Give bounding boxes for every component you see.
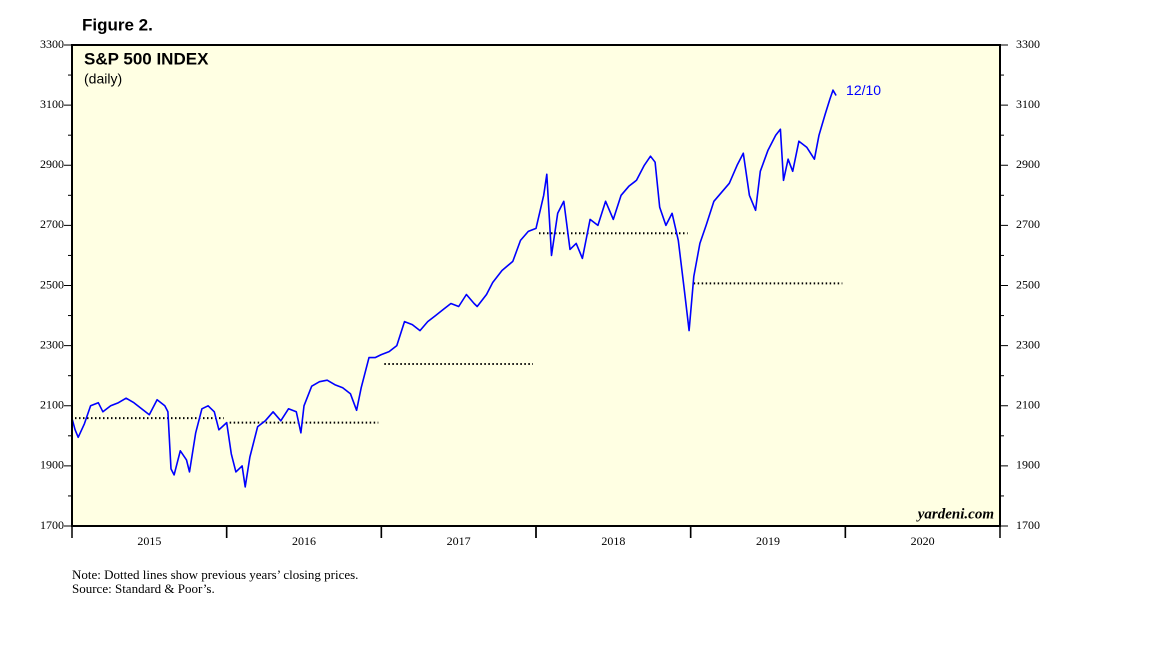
x-tick-label: 2017: [447, 534, 471, 548]
x-tick-label: 2016: [292, 534, 316, 548]
plot-area: [72, 45, 1000, 526]
x-tick-label: 2019: [756, 534, 780, 548]
y2-tick-label: 2300: [1016, 337, 1040, 351]
y2-tick-label: 1900: [1016, 458, 1040, 472]
plot-border: [71, 44, 1001, 527]
figure-label: Figure 2.: [82, 15, 153, 34]
y-tick-label: 2500: [40, 277, 64, 291]
end-label: 12/10: [846, 82, 881, 98]
chart-subtitle: (daily): [84, 71, 122, 87]
y-tick-label: 2100: [40, 398, 64, 412]
price-line: [71, 89, 837, 488]
y-tick-label: 1700: [40, 518, 64, 532]
y2-tick-label: 3100: [1016, 97, 1040, 111]
y2-tick-label: 2700: [1016, 217, 1040, 231]
y2-tick-label: 2900: [1016, 157, 1040, 171]
y2-tick-label: 3300: [1016, 37, 1040, 51]
note: Note: Dotted lines show previous years’ …: [72, 567, 358, 582]
x-tick-label: 2018: [601, 534, 625, 548]
x-tick-label: 2020: [911, 534, 935, 548]
note: Source: Standard & Poor’s.: [72, 581, 215, 596]
y2-tick-label: 2100: [1016, 398, 1040, 412]
chart-title: S&P 500 INDEX: [84, 49, 209, 68]
y-tick-label: 3100: [40, 97, 64, 111]
y2-tick-label: 1700: [1016, 518, 1040, 532]
y-tick-label: 2900: [40, 157, 64, 171]
y-tick-label: 2700: [40, 217, 64, 231]
y2-tick-label: 2500: [1016, 277, 1040, 291]
y-tick-label: 2300: [40, 337, 64, 351]
y-tick-label: 1900: [40, 458, 64, 472]
watermark: yardeni.com: [916, 506, 994, 522]
y-tick-label: 3300: [40, 37, 64, 51]
x-tick-label: 2015: [137, 534, 161, 548]
